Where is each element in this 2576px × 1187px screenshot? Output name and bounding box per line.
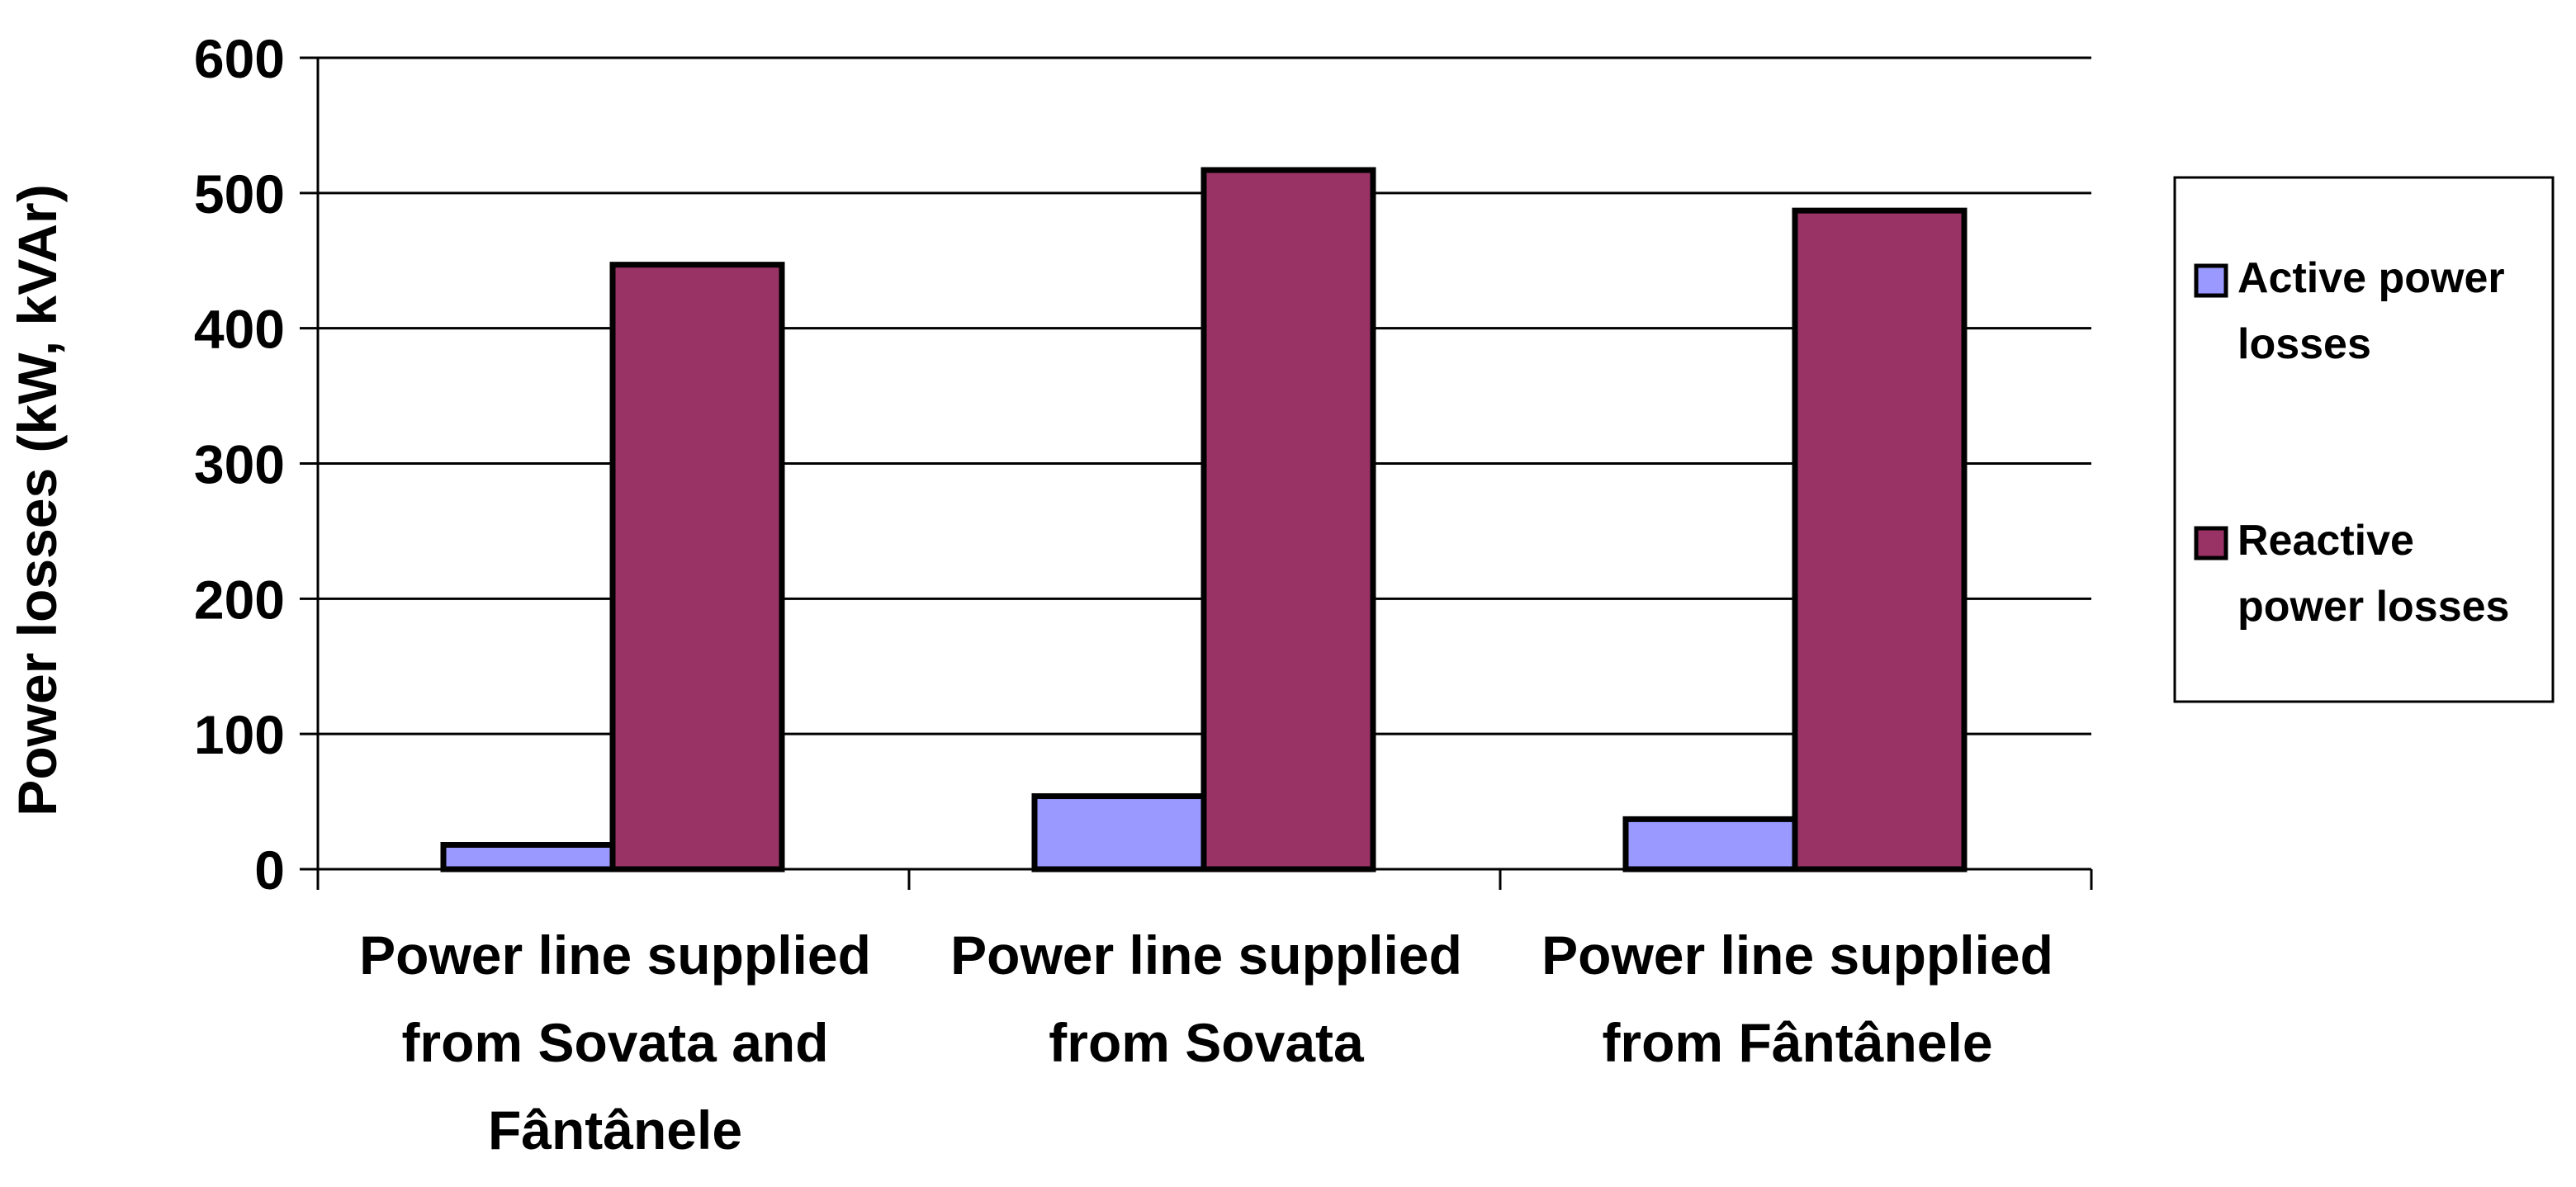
y-tick-label: 500 <box>194 163 285 225</box>
bar-active-3 <box>1622 816 1798 873</box>
bar-active-1 <box>440 842 616 873</box>
x-tick-label-line: Power line supplied <box>950 925 1462 986</box>
x-tick-label: Power line supplied from Sovata and Fântân… <box>359 925 871 1161</box>
x-tick-label-line: from Sovata <box>1049 1012 1365 1073</box>
bar-reactive-1 <box>609 262 785 873</box>
y-axis-title: Power losses (kW, kVAr) <box>7 184 68 816</box>
x-tick-label-line: from Sovata and <box>401 1012 828 1073</box>
x-tick-label-line: Power line supplied <box>359 925 871 986</box>
legend-label-line: power losses <box>2237 583 2509 631</box>
x-tick-label: Power line supplied from Sovata <box>950 925 1462 1073</box>
legend-label-reactive: Reactive power losses <box>2237 517 2509 631</box>
legend-box <box>2173 176 2555 703</box>
legend-label-line: Active power <box>2237 254 2505 302</box>
legend-label-line: losses <box>2237 320 2371 368</box>
bar-reactive-2 <box>1200 167 1376 873</box>
legend-swatch-active <box>2194 263 2228 298</box>
y-tick-label: 300 <box>194 434 285 495</box>
bars <box>440 167 1968 873</box>
x-tick-label: Power line supplied from Fântânele <box>1541 925 2053 1073</box>
x-tick-label-line: Power line supplied <box>1541 925 2053 986</box>
y-tick-label: 600 <box>194 28 285 89</box>
y-tick-label: 0 <box>254 839 285 901</box>
x-tick-label-line: Fântânele <box>488 1100 742 1161</box>
bar-active-2 <box>1031 793 1207 873</box>
legend-swatch-reactive <box>2194 526 2228 560</box>
y-tick-labels: 0 100 200 300 400 500 600 <box>194 28 285 901</box>
y-tick-label: 400 <box>194 299 285 360</box>
x-tick-labels: Power line supplied from Sovata and Fântân… <box>359 925 2053 1161</box>
bar-reactive-3 <box>1792 207 1968 873</box>
y-tick-label: 100 <box>194 704 285 765</box>
legend-label-line: Reactive <box>2237 517 2414 565</box>
x-tick-label-line: from Fântânele <box>1602 1012 1992 1073</box>
axes <box>300 56 2093 890</box>
legend-label-active: Active power losses <box>2237 254 2505 368</box>
legend: Active power losses Reactive power losses <box>2173 176 2555 703</box>
y-tick-label: 200 <box>194 569 285 630</box>
